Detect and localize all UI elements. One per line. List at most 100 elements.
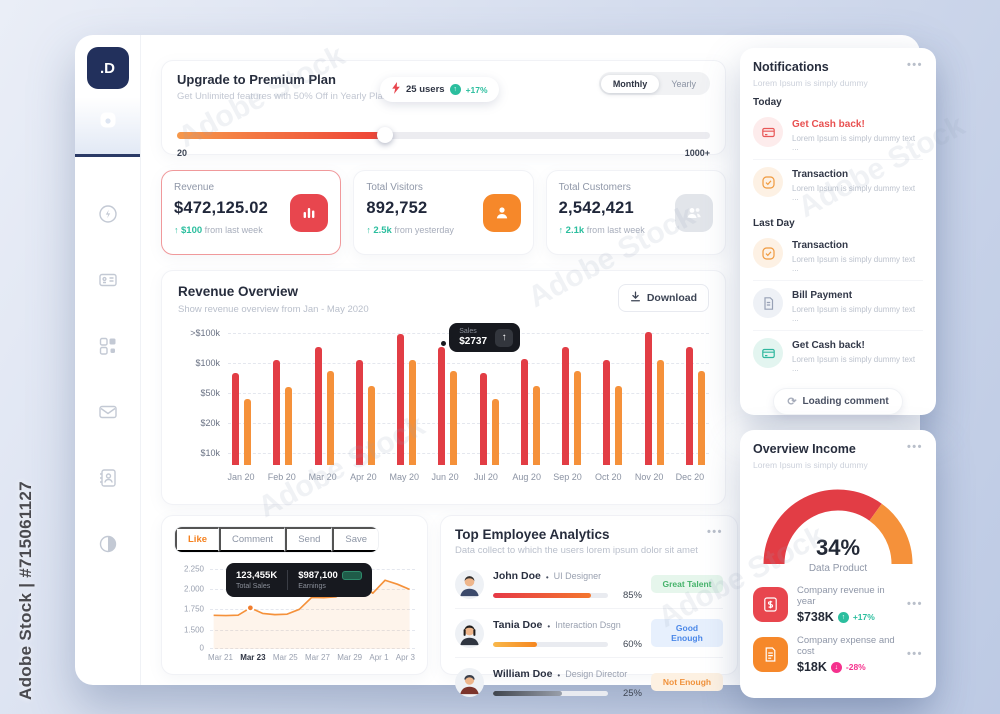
users-tooltip: 25 users +17%: [380, 77, 499, 102]
tab-like[interactable]: Like: [175, 527, 220, 552]
notification-title: Transaction: [792, 169, 849, 180]
sidebar-item-theme[interactable]: [97, 533, 119, 555]
bar-group-sep-20[interactable]: [562, 331, 582, 465]
check-circle-icon: [753, 238, 783, 268]
x-tick: Nov 20: [634, 472, 664, 482]
x-tick: Mar 23: [240, 653, 266, 662]
tab-save[interactable]: Save: [332, 527, 379, 552]
bar-group-jan-20[interactable]: [232, 331, 251, 465]
x-tick: Jul 20: [473, 472, 498, 482]
toggle-monthly[interactable]: Monthly: [600, 74, 660, 93]
notification-item[interactable]: Bill Payment Lorem Ipsum is simply dummy…: [753, 281, 923, 331]
sidebar-item-cards[interactable]: [97, 269, 119, 291]
stat-card-revenue[interactable]: Revenue $472,125.02 $100 from last week: [161, 170, 342, 255]
bar: [479, 372, 487, 465]
notification-title: Get Cash back!: [792, 119, 865, 130]
x-tick: Dec 20: [675, 472, 705, 482]
up-arrow-icon: [174, 225, 179, 235]
users-count: 25 users: [406, 84, 445, 95]
y-tick: $20k: [200, 418, 220, 428]
kebab-menu-icon[interactable]: •••: [906, 441, 923, 453]
users-slider[interactable]: [177, 127, 710, 143]
tab-comment[interactable]: Comment: [219, 527, 286, 552]
income-row-label: Company expense and cost: [797, 635, 895, 657]
sidebar-item-contacts[interactable]: [97, 467, 119, 489]
stat-card-customers[interactable]: Total Customers 2,542,421 2.1k from last…: [545, 170, 726, 255]
bar-group-aug-20[interactable]: [520, 331, 540, 465]
sidebar-item-dashboard[interactable]: [75, 91, 140, 157]
toggle-yearly[interactable]: Yearly: [671, 78, 696, 89]
sidebar-item-messages[interactable]: [97, 401, 119, 423]
overview-income-panel: Overview Income ••• Lorem Ipsum is simpl…: [740, 430, 936, 698]
notification-title: Get Cash back!: [792, 340, 865, 351]
engagement-x-labels: Mar 21 Mar 23 Mar 25 Mar 27 Mar 29 Apr 1…: [208, 653, 415, 662]
loading-comment-button[interactable]: ⟳ Loading comment: [773, 388, 903, 415]
slider-min-label: 20: [177, 148, 188, 158]
stat-label: Total Visitors: [366, 182, 423, 193]
bar-group-dec-20[interactable]: [685, 331, 705, 465]
main-content: Upgrade to Premium Plan Get Unlimited fe…: [141, 35, 753, 699]
engagement-chart: 2.250 2.000 1.750 1.500 0 123,455K Total…: [184, 561, 415, 653]
engagement-tabs: Like Comment Send Save: [174, 526, 380, 553]
bar-group-may-20[interactable]: [397, 331, 417, 465]
kebab-menu-icon[interactable]: •••: [906, 598, 923, 610]
kebab-menu-icon[interactable]: •••: [706, 526, 723, 538]
x-tick: Mar 20: [308, 472, 337, 482]
employee-percent: 85%: [622, 590, 642, 601]
notification-item[interactable]: Transaction Lorem Ipsum is simply dummy …: [753, 160, 923, 209]
employees-subtitle: Data collect to which the users lorem ip…: [455, 545, 698, 556]
download-button[interactable]: Download: [617, 284, 709, 312]
sidebar-item-apps[interactable]: [97, 335, 119, 357]
bar: [644, 332, 652, 465]
x-tick: Mar 29: [337, 653, 363, 662]
slider-max-label: 1000+: [684, 148, 710, 158]
stat-note: from last week: [586, 225, 645, 235]
tooltip-label: Sales: [459, 328, 477, 335]
tooltip-value: $2737: [459, 336, 488, 347]
people-icon: [674, 193, 713, 232]
bar: [603, 360, 611, 465]
bar-group-jul-20[interactable]: [479, 331, 499, 465]
person-icon: [482, 193, 521, 232]
engagement-line-svg: [213, 579, 410, 649]
bar-group-nov-20[interactable]: [644, 331, 664, 465]
kebab-menu-icon[interactable]: •••: [906, 648, 923, 660]
bar-group-feb-20[interactable]: [273, 331, 293, 465]
upgrade-title: Upgrade to Premium Plan: [177, 72, 336, 87]
stats-row: Revenue $472,125.02 $100 from last week …: [161, 170, 726, 255]
bar-group-jun-20[interactable]: [438, 331, 458, 465]
revenue-subtitle: Show revenue overview from Jan - May 202…: [178, 304, 369, 315]
income-row-delta: -28%: [845, 662, 866, 672]
bar: [450, 371, 458, 465]
income-row: Company revenue in year $738K +17% •••: [753, 585, 923, 624]
kebab-menu-icon[interactable]: •••: [906, 59, 923, 71]
notifications-title: Notifications: [753, 60, 829, 74]
employee-name: William Doe: [493, 668, 553, 680]
up-badge-icon: [837, 611, 849, 623]
avatar: [455, 618, 484, 648]
bar-group-apr-20[interactable]: [355, 331, 375, 465]
bar: [285, 387, 293, 465]
employee-row: John Doe UI Designer 85% Great Talent: [455, 560, 723, 609]
stat-value: 892,752: [366, 199, 428, 217]
total-sales-label: Total Sales: [236, 583, 271, 590]
bar: [562, 347, 570, 465]
progress-track: [493, 593, 608, 598]
slider-thumb[interactable]: [376, 127, 393, 143]
up-arrow-icon: [559, 225, 564, 235]
sidebar-item-activity[interactable]: [97, 203, 119, 225]
notification-item[interactable]: Get Cash back! Lorem Ipsum is simply dum…: [753, 331, 923, 380]
app-logo[interactable]: .D: [86, 47, 129, 89]
bar: [397, 333, 405, 465]
dot-separator-icon: [547, 616, 550, 634]
bar-group-oct-20[interactable]: [603, 331, 623, 465]
stat-card-visitors[interactable]: Total Visitors 892,752 2.5k from yesterd…: [353, 170, 534, 255]
status-badge: Great Talent: [651, 575, 723, 593]
sidebar-nav: [97, 203, 119, 555]
y-tick: 2.250: [183, 564, 204, 574]
notification-item[interactable]: Get Cash back! Lorem Ipsum is simply dum…: [753, 110, 923, 160]
tab-send[interactable]: Send: [285, 527, 333, 552]
bar-group-mar-20[interactable]: [314, 331, 334, 465]
notification-item[interactable]: Transaction Lorem Ipsum is simply dummy …: [753, 231, 923, 281]
status-badge: Good Enough: [651, 619, 723, 647]
